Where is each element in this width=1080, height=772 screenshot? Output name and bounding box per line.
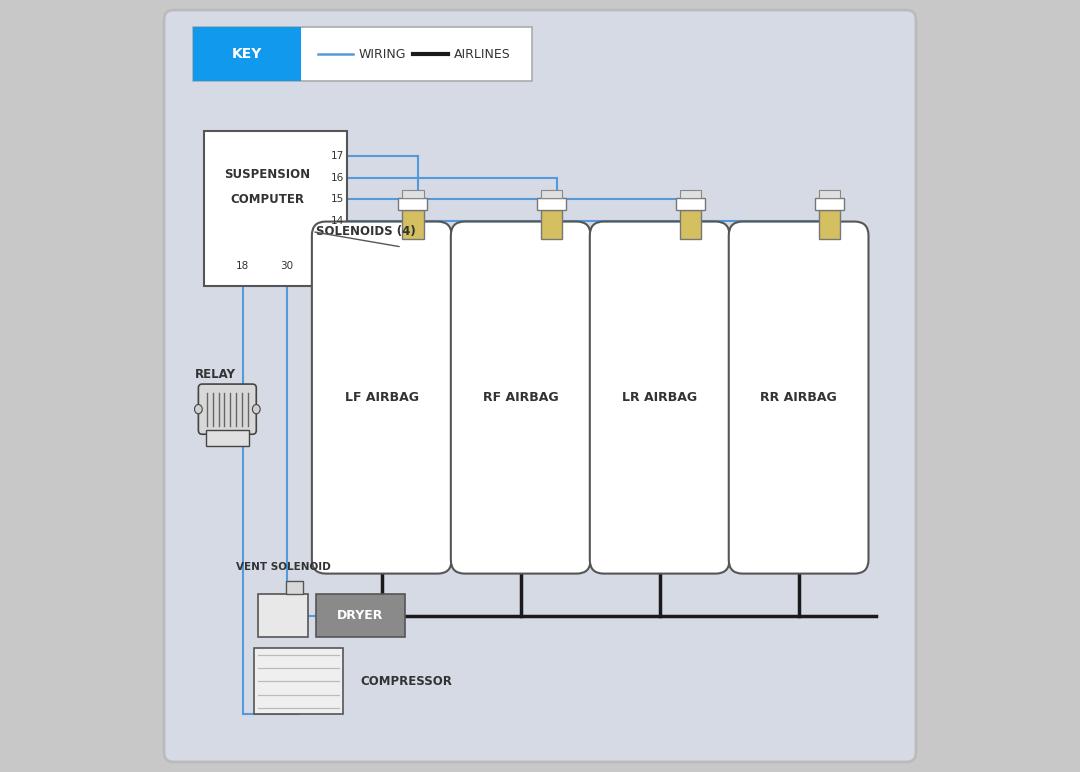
Text: WIRING: WIRING bbox=[359, 48, 406, 60]
Bar bbox=[541, 190, 563, 198]
Bar bbox=[206, 431, 248, 446]
Bar bbox=[819, 210, 840, 239]
Ellipse shape bbox=[194, 405, 202, 414]
Text: 30: 30 bbox=[281, 261, 294, 270]
Text: COMPRESSOR: COMPRESSOR bbox=[361, 675, 453, 688]
Bar bbox=[815, 198, 845, 210]
Ellipse shape bbox=[253, 405, 260, 414]
Bar bbox=[258, 594, 309, 637]
Bar bbox=[679, 210, 701, 239]
FancyBboxPatch shape bbox=[590, 222, 729, 574]
Text: RR AIRBAG: RR AIRBAG bbox=[760, 391, 837, 404]
Text: LF AIRBAG: LF AIRBAG bbox=[345, 391, 419, 404]
FancyBboxPatch shape bbox=[199, 384, 256, 434]
Bar bbox=[402, 190, 423, 198]
FancyBboxPatch shape bbox=[450, 222, 591, 574]
Bar bbox=[819, 190, 840, 198]
Text: DRYER: DRYER bbox=[337, 609, 383, 622]
Bar bbox=[286, 581, 303, 594]
Text: LR AIRBAG: LR AIRBAG bbox=[622, 391, 698, 404]
Text: 14: 14 bbox=[330, 216, 343, 225]
Bar bbox=[537, 198, 566, 210]
Text: RF AIRBAG: RF AIRBAG bbox=[483, 391, 558, 404]
Bar bbox=[402, 210, 423, 239]
Text: VENT SOLENOID: VENT SOLENOID bbox=[235, 562, 330, 571]
Bar bbox=[399, 198, 428, 210]
Bar bbox=[676, 198, 705, 210]
Text: 16: 16 bbox=[330, 173, 343, 182]
Bar bbox=[192, 27, 532, 81]
Text: 15: 15 bbox=[330, 195, 343, 204]
Text: SUSPENSION: SUSPENSION bbox=[224, 168, 310, 181]
FancyBboxPatch shape bbox=[164, 10, 916, 762]
Bar bbox=[541, 210, 563, 239]
Text: KEY: KEY bbox=[232, 47, 262, 61]
FancyBboxPatch shape bbox=[729, 222, 868, 574]
Text: 18: 18 bbox=[237, 261, 249, 270]
Bar bbox=[679, 190, 701, 198]
Text: AIRLINES: AIRLINES bbox=[454, 48, 510, 60]
Text: 17: 17 bbox=[330, 151, 343, 161]
Bar bbox=[192, 27, 301, 81]
FancyBboxPatch shape bbox=[312, 222, 451, 574]
Text: COMPUTER: COMPUTER bbox=[230, 193, 305, 205]
Bar bbox=[255, 648, 343, 714]
Text: SOLENOIDS (4): SOLENOIDS (4) bbox=[316, 225, 416, 238]
Bar bbox=[316, 594, 405, 637]
Text: RELAY: RELAY bbox=[194, 367, 235, 381]
Bar bbox=[204, 131, 347, 286]
